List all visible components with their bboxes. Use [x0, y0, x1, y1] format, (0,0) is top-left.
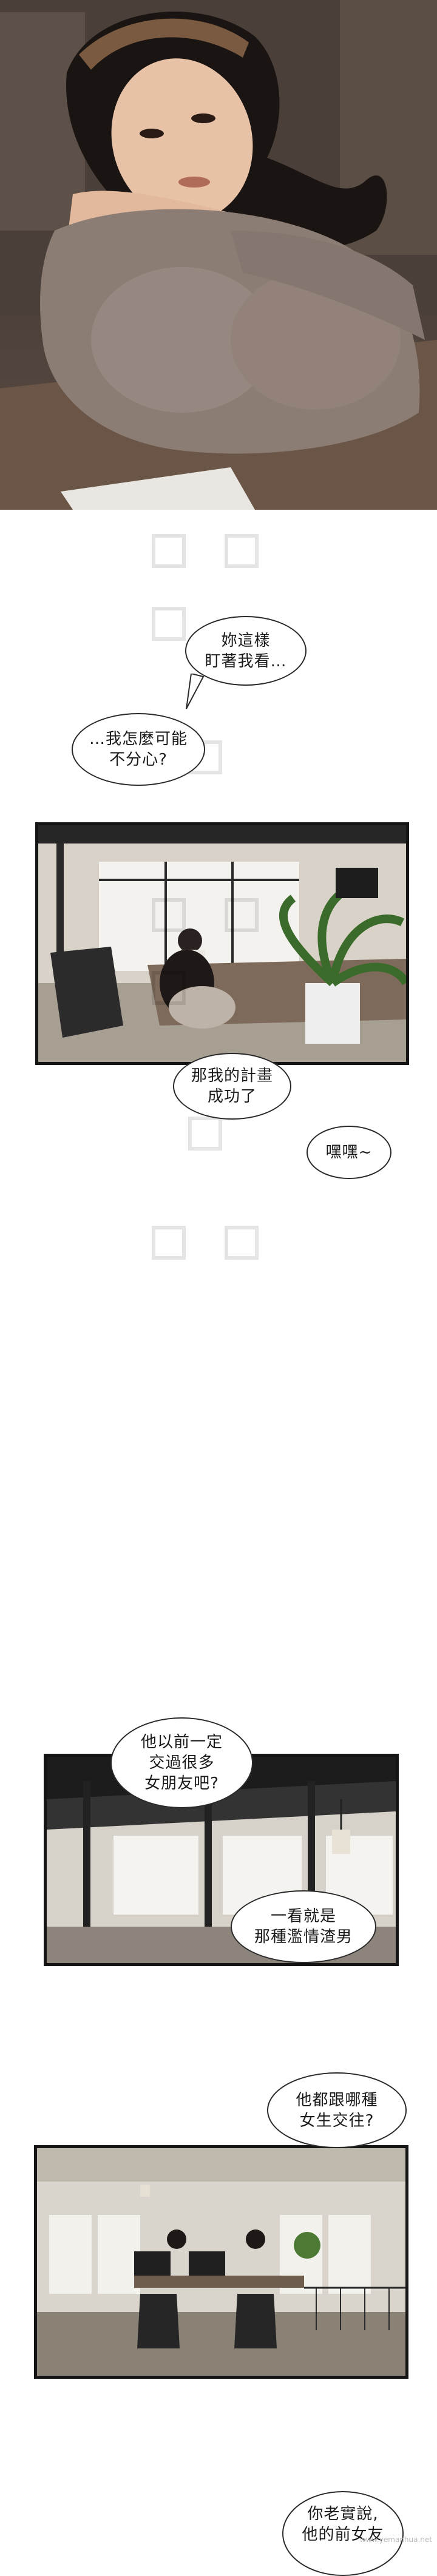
illustration-office-desks: [37, 2148, 405, 2376]
speech-text-4: 嘿嘿~: [325, 1143, 373, 1161]
speech-text-3: 那我的計畫 成功了: [191, 1067, 273, 1106]
speech-bubble-7: 他都跟哪種 女生交往?: [267, 2072, 407, 2148]
speech-bubble-2: …我怎麼可能 不分心?: [72, 713, 205, 786]
speech-text-5: 他以前一定 交過很多 女朋友吧?: [140, 1733, 223, 1793]
speech-text-1: 妳這樣 盯著我看…: [205, 631, 287, 671]
speech-bubble-1: 妳這樣 盯著我看…: [185, 616, 307, 686]
panel-office-desks: [34, 2145, 408, 2379]
speech-text-7: 他都跟哪種 女生交往?: [296, 2091, 378, 2130]
speech-bubble-3: 那我的計畫 成功了: [173, 1053, 291, 1120]
speech-tail-1: [186, 674, 205, 709]
speech-bubble-5: 他以前一定 交過很多 女朋友吧?: [110, 1717, 253, 1808]
speech-bubble-4: 嘿嘿~: [307, 1126, 391, 1179]
speech-text-2: …我怎麼可能 不分心?: [89, 730, 188, 769]
illustration-woman: [0, 0, 437, 510]
speech-text-6: 一看就是 那種濫情渣男: [254, 1907, 353, 1946]
speech-bubble-6: 一看就是 那種濫情渣男: [231, 1890, 376, 1963]
speech-text-8: 你老實說, 他的前女友: [302, 2505, 384, 2544]
site-watermark-text: www.yemanhua.net: [359, 2535, 432, 2544]
speech-bubble-8: 你老實說, 他的前女友: [282, 2491, 404, 2576]
illustration-office-couple: [38, 825, 406, 1062]
panel-woman-closeup: [0, 0, 437, 510]
panel-office-couple: [35, 822, 409, 1065]
qr-watermark: [152, 534, 273, 1323]
